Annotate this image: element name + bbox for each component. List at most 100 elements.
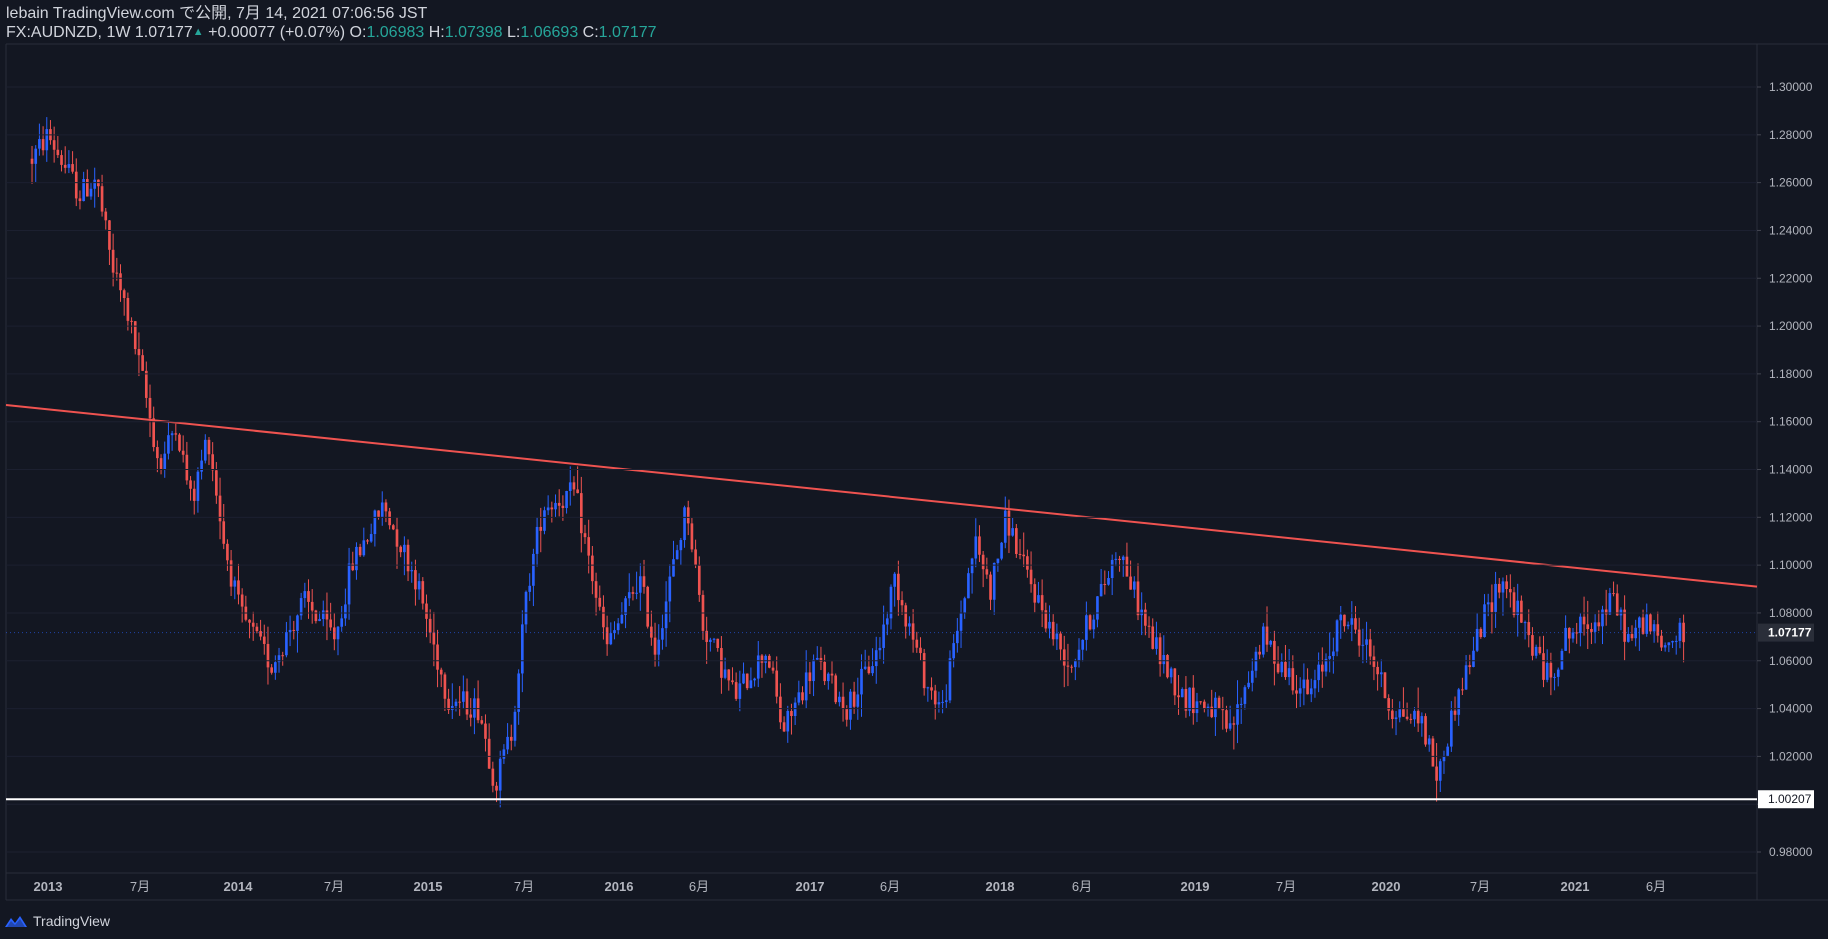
candle-body <box>543 510 546 531</box>
candle-body <box>620 614 624 624</box>
support-label-bg <box>1758 790 1814 809</box>
candle-body <box>1158 637 1162 665</box>
chart-header: lebain TradingView.com で公開, 7月 14, 2021 … <box>6 4 657 42</box>
candle-body <box>1343 614 1346 627</box>
candle-body <box>93 179 97 189</box>
y-tick-label: 1.12000 <box>1769 510 1813 524</box>
candle-body <box>1538 646 1542 654</box>
candle-body <box>1612 593 1615 595</box>
candle-body <box>1033 584 1037 603</box>
candle-body <box>189 480 192 489</box>
candle-body <box>211 454 214 471</box>
candle-body <box>1571 632 1575 639</box>
support-price-label: 1.00207 <box>1768 792 1812 806</box>
candle-body <box>303 591 307 599</box>
candle-body <box>1062 649 1066 666</box>
y-tick-label: 1.22000 <box>1769 271 1813 285</box>
candle-body <box>1652 624 1656 632</box>
candle-body <box>1438 761 1442 781</box>
candle-body <box>1516 600 1520 616</box>
candle-body <box>738 683 742 699</box>
x-tick-label: 7月 <box>1276 879 1296 894</box>
candle-body <box>1129 576 1132 590</box>
candle-body <box>133 321 137 350</box>
candle-body <box>756 655 760 679</box>
candle-body <box>981 554 985 570</box>
candle-body <box>1339 614 1343 621</box>
candle-body <box>274 662 277 673</box>
candle-body <box>1553 676 1556 678</box>
candle-body <box>506 736 509 750</box>
candle-body <box>1674 640 1678 642</box>
candle-body <box>642 576 646 587</box>
candle-body <box>344 604 347 619</box>
candle-body <box>1379 672 1383 675</box>
candle-body <box>1604 609 1608 615</box>
candle-body <box>930 687 933 691</box>
candle-body <box>240 594 244 607</box>
x-tick-label: 7月 <box>324 879 344 894</box>
candle-body <box>1472 650 1475 667</box>
candle-body <box>1073 660 1077 668</box>
candle-body <box>45 129 49 151</box>
high-value: 1.07398 <box>444 24 503 41</box>
candle-body <box>403 544 406 553</box>
candle-body <box>675 550 679 560</box>
time-axis[interactable]: 2013 7月 2014 7月 2015 7月 2016 6月 2017 6月 2018 6月 2019… <box>34 879 1667 894</box>
candle-body <box>838 696 841 703</box>
candle-body <box>1420 716 1424 724</box>
candles-layer <box>30 117 1685 808</box>
price-axis[interactable]: 1.30000 1.28000 1.26000 1.24000 1.22000 1.200… <box>6 80 1813 859</box>
candle-body <box>487 738 491 769</box>
candle-body <box>867 666 871 674</box>
candle-body <box>1140 609 1144 616</box>
candle-body <box>174 433 178 435</box>
candle-body <box>1597 622 1601 627</box>
candle-body <box>1457 689 1461 715</box>
candle-body <box>414 570 417 590</box>
candle-body <box>568 482 572 491</box>
candle-body <box>1309 688 1313 695</box>
tradingview-logo-icon <box>5 916 27 927</box>
candle-body <box>1295 690 1298 694</box>
y-tick-label: 1.04000 <box>1769 702 1813 716</box>
candle-body <box>476 698 480 721</box>
candle-body <box>1265 626 1269 645</box>
candle-body <box>1015 528 1018 554</box>
candle-body <box>1442 756 1446 762</box>
candle-body <box>1365 639 1368 645</box>
descending-trendline[interactable] <box>5 403 1758 588</box>
candle-body <box>1615 593 1619 616</box>
candle-body <box>104 211 108 221</box>
close-value: 1.07177 <box>598 24 657 41</box>
candle-body <box>661 628 664 640</box>
candle-body <box>1169 668 1173 678</box>
low-label: L: <box>507 24 521 41</box>
candle-body <box>775 670 779 697</box>
candle-body <box>1645 614 1649 634</box>
candle-body <box>764 655 767 663</box>
candle-body <box>473 698 476 718</box>
candle-body <box>1324 658 1328 672</box>
candle-body <box>439 669 443 675</box>
candle-body <box>1464 665 1468 690</box>
candle-body <box>248 619 251 623</box>
candle-body <box>1147 625 1151 627</box>
candle-body <box>1332 651 1335 657</box>
candle-body <box>1269 640 1273 645</box>
close-label: C: <box>582 24 599 41</box>
candle-body <box>815 657 819 660</box>
y-tick-label: 1.18000 <box>1769 367 1813 381</box>
candle-body <box>163 453 167 470</box>
candle-body <box>852 691 856 707</box>
candle-body <box>1291 668 1295 691</box>
candle-body <box>1564 627 1567 651</box>
candle-body <box>436 644 439 670</box>
candle-body <box>1162 655 1166 665</box>
footer-brand[interactable]: TradingView <box>4 911 110 931</box>
candle-body <box>181 450 185 455</box>
candle-body <box>255 626 259 632</box>
candle-body <box>963 598 967 614</box>
candle-body <box>959 613 963 631</box>
